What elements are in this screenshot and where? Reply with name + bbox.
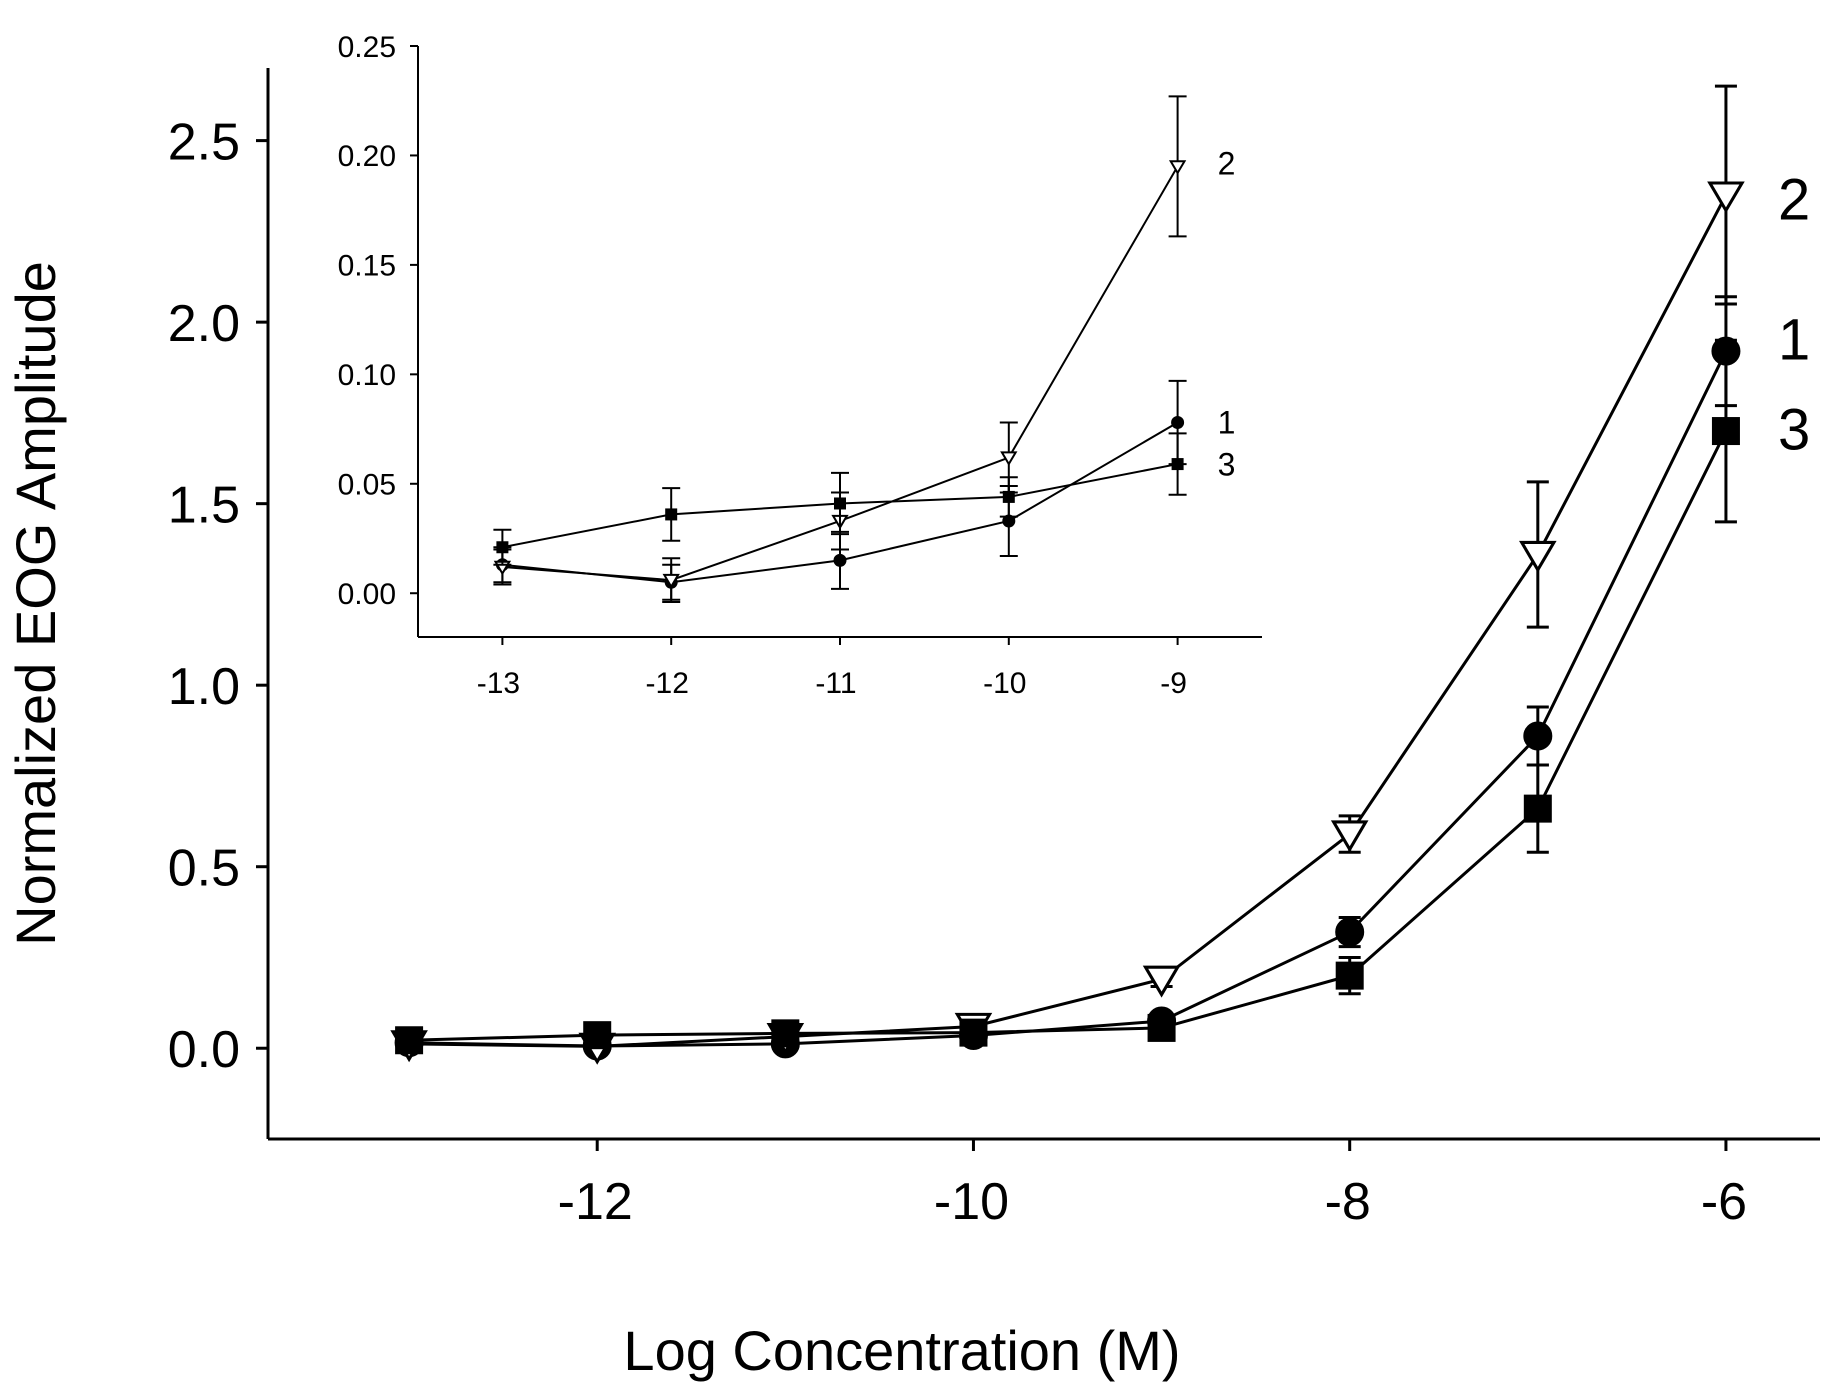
main-ytick-label: 1.0 [168,658,240,716]
inset-series-label-2: 2 [1218,146,1236,182]
main-xtick-label: -10 [934,1173,1009,1231]
main-series-line-1 [409,350,1728,1048]
main-point-1 [1335,917,1365,947]
main-chart: 0.0 0.5 1.0 1.5 2.0 2.5 -12 -10 -8 -6 Log Concentr… [4,68,1820,1382]
inset-point-2 [1168,160,1187,175]
inset-point-1 [1171,415,1185,429]
main-series-2: 2 [390,84,1810,1065]
inset-xtick-label: -11 [815,667,856,700]
main-series-1: 1 [394,295,1810,1061]
main-point-3 [1711,417,1740,446]
main-point-3 [1523,794,1552,823]
main-series-line-2 [409,194,1728,1048]
main-point-2 [1330,820,1369,853]
main-series-label-3: 3 [1778,397,1810,462]
inset-point-2 [662,573,680,589]
inset-point-1 [833,553,847,567]
main-series-label-2: 2 [1778,167,1810,232]
main-point-2 [1519,540,1557,573]
main-point-1 [1523,721,1553,751]
main-ytick-label: 0.5 [168,839,240,897]
inset-point-3 [834,497,846,510]
inset-point-3 [1171,458,1184,471]
inset-ytick-label: 0.00 [338,578,396,611]
inset-series-1: 1 [493,379,1236,601]
inset-xtick-label: -12 [646,667,689,700]
inset-series-2: 2 [493,95,1236,603]
inset-point-3 [496,541,509,554]
inset-point-3 [1002,490,1015,503]
main-point-2 [1142,965,1181,998]
inset-ytick-label: 0.20 [338,140,396,173]
inset-xtick-label: -13 [477,667,520,700]
main-xtick-label: -8 [1325,1173,1371,1231]
main-ytick-label: 0.0 [168,1021,240,1079]
main-point-3 [959,1018,988,1047]
main-series-3: 3 [395,338,1810,1055]
inset-xtick-label: -9 [1160,667,1187,700]
main-point-3 [1147,1013,1176,1042]
main-ytick-label: 2.5 [168,113,240,171]
inset-ytick-label: 0.05 [338,469,396,502]
main-xtick-label: -12 [558,1173,633,1231]
main-ytick-label: 2.0 [168,295,240,353]
inset-xtick-label: -10 [983,667,1026,700]
main-xtick-label: -6 [1701,1173,1747,1231]
inset-point-2 [1000,451,1018,467]
main-point-2 [1707,181,1745,214]
main-point-3 [771,1019,800,1048]
main-y-axis-title: Normalized EOG Amplitude [4,261,67,946]
main-ytick-label: 1.5 [168,476,240,534]
inset-chart: 0.00 0.05 0.10 0.15 0.20 0.25 -13 -12 -11 -10 -9 1 2… [338,31,1262,700]
inset-ytick-label: 0.25 [338,31,396,64]
main-point-3 [395,1026,424,1055]
main-x-axis-title: Log Concentration (M) [623,1319,1180,1382]
inset-series-label-1: 1 [1218,405,1236,441]
main-point-3 [1335,961,1364,990]
main-series-line-3 [409,430,1728,1042]
main-point-3 [583,1021,612,1050]
inset-ytick-label: 0.15 [338,250,396,283]
inset-ytick-label: 0.10 [338,359,396,392]
inset-point-3 [665,508,678,521]
inset-series-3: 3 [493,432,1236,566]
main-series-label-1: 1 [1778,307,1810,372]
inset-series-label-3: 3 [1218,446,1236,482]
